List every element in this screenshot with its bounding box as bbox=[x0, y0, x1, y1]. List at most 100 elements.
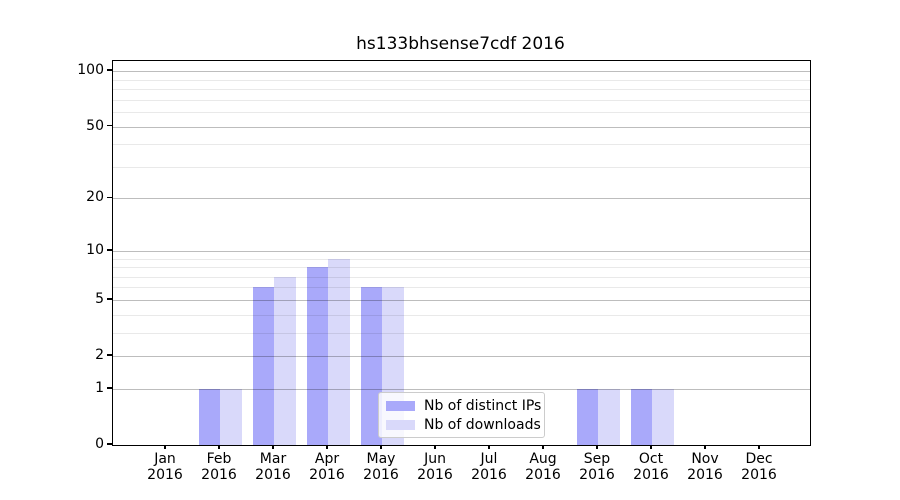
x-tick-mark bbox=[218, 445, 220, 449]
y-tick-mark bbox=[107, 387, 112, 389]
y-tick-label: 100 bbox=[77, 62, 104, 79]
major-gridline bbox=[113, 388, 810, 390]
minor-gridline bbox=[113, 89, 810, 91]
x-tick-label: Aug 2016 bbox=[513, 451, 573, 483]
x-tick-month: Nov bbox=[691, 451, 719, 467]
y-tick-label: 2 bbox=[95, 347, 104, 363]
bar-downloads bbox=[598, 388, 620, 445]
major-gridline bbox=[113, 71, 810, 73]
y-tick-label: 1 bbox=[95, 379, 104, 396]
x-tick-month: May bbox=[366, 451, 396, 467]
x-tick-label: May 2016 bbox=[351, 451, 411, 483]
x-tick-label: Mar 2016 bbox=[243, 451, 303, 483]
x-tick-mark bbox=[380, 445, 382, 449]
major-gridline bbox=[113, 356, 810, 357]
x-tick-month: Dec bbox=[745, 451, 773, 467]
x-tick-label: Sep 2016 bbox=[567, 451, 627, 483]
y-tick-mark bbox=[107, 354, 112, 356]
x-tick-mark bbox=[650, 445, 652, 449]
x-tick-year: 2016 bbox=[687, 467, 723, 483]
x-tick-label: Jan 2016 bbox=[135, 451, 195, 483]
x-tick-label: Apr 2016 bbox=[297, 451, 357, 483]
y-tick-mark bbox=[107, 443, 112, 445]
major-gridline bbox=[113, 126, 810, 128]
x-tick-year: 2016 bbox=[471, 467, 507, 483]
minor-gridline bbox=[113, 332, 810, 334]
x-tick-year: 2016 bbox=[633, 467, 669, 483]
bar-downloads bbox=[328, 258, 350, 445]
x-tick-mark bbox=[326, 445, 328, 449]
bar-distinct-ips bbox=[306, 267, 328, 445]
y-tick-mark bbox=[107, 69, 112, 71]
x-tick-year: 2016 bbox=[525, 467, 561, 483]
x-tick-month: Feb bbox=[206, 451, 232, 467]
minor-gridline bbox=[113, 287, 810, 289]
minor-gridline bbox=[113, 314, 810, 316]
plot-area bbox=[112, 60, 811, 446]
legend-swatch-distinct-ips bbox=[386, 400, 415, 411]
major-gridline bbox=[113, 198, 810, 200]
major-gridline bbox=[113, 250, 810, 252]
x-tick-label: Dec 2016 bbox=[729, 451, 789, 483]
y-tick-mark bbox=[107, 249, 112, 251]
x-tick-label: Jun 2016 bbox=[405, 451, 465, 483]
legend-swatch-downloads bbox=[386, 419, 415, 430]
minor-gridline bbox=[113, 79, 810, 81]
x-tick-mark bbox=[488, 445, 490, 449]
x-tick-month: Jan bbox=[154, 451, 176, 467]
x-tick-month: Apr bbox=[314, 451, 340, 467]
bar-downloads bbox=[274, 276, 296, 445]
x-tick-mark bbox=[542, 445, 544, 449]
x-tick-year: 2016 bbox=[579, 467, 615, 483]
x-tick-month: Aug bbox=[529, 451, 557, 467]
x-tick-month: Sep bbox=[583, 451, 611, 467]
minor-gridline bbox=[113, 276, 810, 278]
minor-gridline bbox=[113, 258, 810, 260]
x-tick-mark bbox=[704, 445, 706, 449]
legend-label-downloads: Nb of downloads bbox=[424, 416, 541, 433]
y-tick-label: 10 bbox=[86, 241, 104, 258]
minor-gridline bbox=[113, 267, 810, 268]
x-tick-month: Jun bbox=[424, 451, 446, 467]
x-tick-year: 2016 bbox=[741, 467, 777, 483]
x-tick-year: 2016 bbox=[309, 467, 345, 483]
x-tick-mark bbox=[596, 445, 598, 449]
x-tick-label: Oct 2016 bbox=[621, 451, 681, 483]
legend-item-distinct-ips: Nb of distinct IPs bbox=[386, 396, 541, 415]
x-tick-month: Mar bbox=[259, 451, 287, 467]
x-tick-month: Jul bbox=[480, 451, 498, 467]
legend: Nb of distinct IPs Nb of downloads bbox=[378, 392, 545, 438]
minor-gridline bbox=[113, 112, 810, 113]
x-tick-mark bbox=[434, 445, 436, 449]
x-tick-year: 2016 bbox=[147, 467, 183, 483]
x-tick-year: 2016 bbox=[255, 467, 291, 483]
minor-gridline bbox=[113, 166, 810, 168]
x-tick-mark bbox=[758, 445, 760, 449]
y-tick-mark bbox=[107, 196, 112, 199]
x-tick-mark bbox=[164, 445, 166, 449]
y-tick-label: 20 bbox=[86, 189, 104, 206]
x-tick-year: 2016 bbox=[363, 467, 399, 483]
x-tick-year: 2016 bbox=[417, 467, 453, 483]
legend-label-distinct-ips: Nb of distinct IPs bbox=[424, 397, 542, 414]
bar-downloads bbox=[220, 388, 242, 445]
y-tick-label: 0 bbox=[95, 436, 104, 452]
bar-distinct-ips bbox=[360, 287, 382, 445]
x-tick-label: Nov 2016 bbox=[675, 451, 735, 483]
x-tick-label: Feb 2016 bbox=[189, 451, 249, 483]
minor-gridline bbox=[113, 144, 810, 146]
legend-item-downloads: Nb of downloads bbox=[386, 415, 541, 434]
y-tick-mark bbox=[107, 298, 112, 300]
minor-gridline bbox=[113, 99, 810, 101]
x-tick-year: 2016 bbox=[201, 467, 237, 483]
y-tick-label: 5 bbox=[95, 290, 104, 307]
major-gridline bbox=[113, 299, 810, 301]
y-tick-mark bbox=[107, 124, 112, 127]
bar-downloads bbox=[652, 388, 674, 445]
bar-distinct-ips bbox=[630, 388, 652, 445]
x-tick-mark bbox=[272, 445, 274, 449]
bar-distinct-ips bbox=[198, 388, 220, 445]
y-tick-label: 50 bbox=[86, 117, 104, 134]
x-tick-month: Oct bbox=[638, 451, 664, 467]
